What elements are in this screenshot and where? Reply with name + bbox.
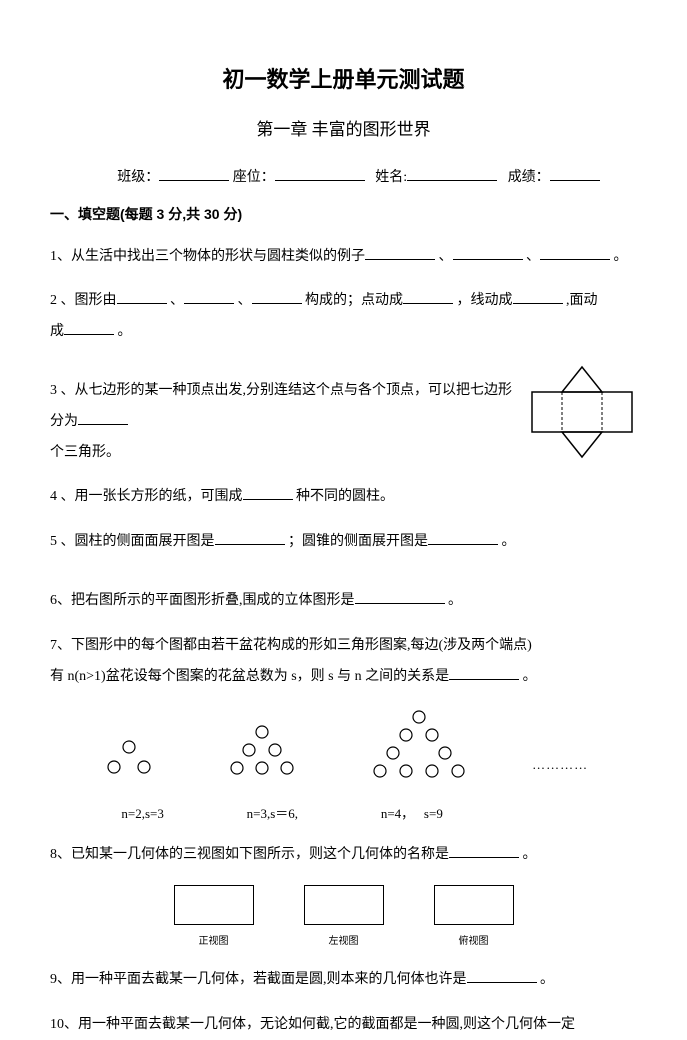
view-rect-icon bbox=[434, 885, 514, 925]
class-label: 班级： bbox=[117, 170, 159, 185]
blank bbox=[78, 411, 128, 425]
sep: 、 bbox=[439, 249, 453, 264]
q2-text: 2 、图形由 bbox=[50, 293, 117, 308]
period: 。 bbox=[448, 593, 462, 608]
q2-text: 成 bbox=[50, 324, 64, 339]
period: 。 bbox=[502, 534, 516, 549]
sep: 、 bbox=[238, 293, 252, 308]
question-5: 5 、圆柱的侧面面展开图是 ；圆锥的侧面展开图是 。 bbox=[50, 527, 517, 558]
q10-text: 10、用一种平面去截某一几何体，无论如何截,它的截面都是一种圆,则这个几何体一定 bbox=[50, 1017, 575, 1032]
class-blank bbox=[159, 167, 229, 181]
q2-text: ,面动 bbox=[566, 293, 598, 308]
q4-text: 4 、用一张长方形的纸，可围成 bbox=[50, 489, 243, 504]
name-label: 姓名: bbox=[375, 170, 407, 185]
view-label: 正视图 bbox=[174, 933, 254, 951]
q9-text: 9、用一种平面去截某一几何体，若截面是圆,则本来的几何体也许是 bbox=[50, 972, 467, 987]
question-6: 6、把右图所示的平面图形折叠,围成的立体图形是 。 bbox=[50, 586, 637, 617]
blank bbox=[428, 531, 498, 545]
q6-text: 6、把右图所示的平面图形折叠,围成的立体图形是 bbox=[50, 593, 355, 608]
blank bbox=[215, 531, 285, 545]
page-subtitle: 第一章 丰富的图形世界 bbox=[50, 115, 637, 146]
blank bbox=[365, 246, 435, 260]
q7-text: 有 n(n>1)盆花设每个图案的花盆总数为 s，则 s 与 n 之间的关系是 bbox=[50, 669, 449, 684]
blank bbox=[184, 290, 234, 304]
question-9: 9、用一种平面去截某一几何体，若截面是圆,则本来的几何体也许是 。 bbox=[50, 965, 637, 996]
period: 。 bbox=[523, 669, 537, 684]
question-2: 2 、图形由 、 、 构成的；点动成 ，线动成 ,面动 成 。 bbox=[50, 286, 637, 348]
question-7: 7、下图形中的每个图都由若干盆花构成的形如三角形图案,每边(涉及两个端点) 有 … bbox=[50, 631, 637, 693]
triangle-n2 bbox=[99, 737, 159, 791]
triangle-n4 bbox=[364, 707, 474, 791]
period: 。 bbox=[118, 324, 132, 339]
view-label: 左视图 bbox=[304, 933, 384, 951]
blank bbox=[64, 321, 114, 335]
question-10: 10、用一种平面去截某一几何体，无论如何截,它的截面都是一种圆,则这个几何体一定 bbox=[50, 1010, 637, 1040]
sep: 、 bbox=[526, 249, 540, 264]
q7-text: 7、下图形中的每个图都由若干盆花构成的形如三角形图案,每边(涉及两个端点) bbox=[50, 638, 532, 653]
top-view: 俯视图 bbox=[434, 885, 514, 951]
blank bbox=[117, 290, 167, 304]
left-view: 左视图 bbox=[304, 885, 384, 951]
blank bbox=[449, 666, 519, 680]
view-rect-icon bbox=[304, 885, 384, 925]
sep: 、 bbox=[170, 293, 184, 308]
view-rect-icon bbox=[174, 885, 254, 925]
view-label: 俯视图 bbox=[434, 933, 514, 951]
blank bbox=[403, 290, 453, 304]
question-3: 3 、从七边形的某一种顶点出发,分别连结这个点与各个顶点，可以把七边形分为 个三… bbox=[50, 376, 517, 468]
period: 。 bbox=[614, 249, 628, 264]
ellipsis: ………… bbox=[532, 753, 588, 791]
label-n2: n=2,s=3 bbox=[121, 802, 163, 825]
period: 。 bbox=[540, 972, 554, 987]
blank bbox=[540, 246, 610, 260]
q5-text: 5 、圆柱的侧面面展开图是 bbox=[50, 534, 215, 549]
net-diagram-icon bbox=[527, 362, 637, 472]
question-8: 8、已知某一几何体的三视图如下图所示，则这个几何体的名称是 。 bbox=[50, 840, 637, 871]
blank bbox=[513, 290, 563, 304]
q1-text: 1、从生活中找出三个物体的形状与圆柱类似的例子 bbox=[50, 249, 365, 264]
label-n3: n=3,s＝6, bbox=[247, 802, 298, 825]
label-n4: n=4， s=9 bbox=[381, 802, 443, 825]
seat-blank bbox=[275, 167, 365, 181]
question-4: 4 、用一张长方形的纸，可围成 种不同的圆柱。 bbox=[50, 482, 517, 513]
triangle-figures: ………… bbox=[50, 707, 637, 791]
page-title: 初一数学上册单元测试题 bbox=[50, 60, 637, 100]
q2-text: ，线动成 bbox=[457, 293, 513, 308]
blank bbox=[252, 290, 302, 304]
blank bbox=[355, 590, 445, 604]
three-views: 正视图 左视图 俯视图 bbox=[50, 885, 637, 951]
info-line: 班级： 座位： 姓名: 成绩： bbox=[50, 165, 637, 190]
triangle-n3 bbox=[217, 722, 307, 791]
q4-text: 种不同的圆柱。 bbox=[296, 489, 394, 504]
q5-text: ；圆锥的侧面展开图是 bbox=[288, 534, 428, 549]
score-blank bbox=[550, 167, 600, 181]
blank bbox=[243, 486, 293, 500]
question-1: 1、从生活中找出三个物体的形状与圆柱类似的例子 、 、 。 bbox=[50, 242, 637, 273]
front-view: 正视图 bbox=[174, 885, 254, 951]
period: 。 bbox=[523, 847, 537, 862]
triangle-labels: n=2,s=3 n=3,s＝6, n=4， s=9 bbox=[50, 802, 637, 825]
q8-text: 8、已知某一几何体的三视图如下图所示，则这个几何体的名称是 bbox=[50, 847, 449, 862]
blank bbox=[449, 844, 519, 858]
name-blank bbox=[407, 167, 497, 181]
blank bbox=[453, 246, 523, 260]
q2-text: 构成的；点动成 bbox=[305, 293, 403, 308]
seat-label: 座位： bbox=[233, 170, 275, 185]
section-header: 一、填空题(每题 3 分,共 30 分) bbox=[50, 202, 637, 227]
q3-text: 个三角形。 bbox=[50, 445, 120, 460]
score-label: 成绩： bbox=[508, 170, 550, 185]
